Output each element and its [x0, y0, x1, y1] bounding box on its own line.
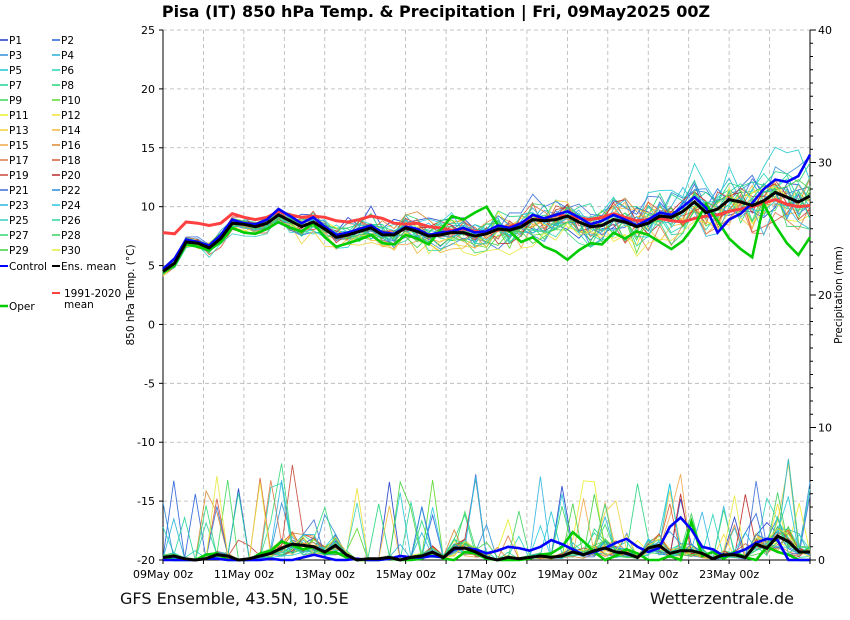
legend-label: P3	[9, 50, 22, 62]
legend-label: P8	[61, 80, 74, 92]
x-tick-label: 13May 00z	[295, 568, 355, 581]
legend-label: P11	[9, 110, 29, 122]
legend-label: P22	[61, 185, 81, 197]
x-tick-label: 17May 00z	[456, 568, 516, 581]
left-tick-label: 25	[141, 24, 155, 37]
legend-label: P27	[9, 230, 29, 242]
left-axis-ticks: 25 20 15 10 5 0 -5 -10 -15 -20	[137, 24, 163, 567]
right-tick-label: 20	[818, 289, 832, 302]
control-temp-line	[162, 154, 812, 271]
right-axis-label: Precipitation (mm)	[833, 246, 845, 344]
legend-label: Ens. mean	[61, 261, 116, 273]
legend-label: Oper	[9, 301, 35, 313]
left-tick-label: 10	[141, 201, 155, 214]
special-lines	[162, 154, 812, 562]
member-precip-line	[162, 477, 811, 561]
member-precip-line	[162, 479, 811, 561]
x-tick-label: 15May 00z	[376, 568, 436, 581]
member-precip-line	[162, 477, 811, 561]
x-tick-label: 11May 00z	[214, 568, 274, 581]
left-tick-label: -15	[137, 495, 155, 508]
x-tick-label: 09May 00z	[133, 568, 193, 581]
legend-label: P17	[9, 155, 29, 167]
footer-location: GFS Ensemble, 43.5N, 10.5E	[120, 589, 349, 608]
legend-label: P5	[9, 65, 22, 77]
legend-label: P19	[9, 170, 29, 182]
ensemble-mean-temp-line	[162, 190, 811, 273]
legend-label: P24	[61, 200, 81, 212]
legend-label: P26	[61, 215, 81, 227]
legend-label: P1	[9, 35, 22, 47]
legend-label: P28	[61, 230, 81, 242]
legend-label: P14	[61, 125, 81, 137]
legend-label: P25	[9, 215, 29, 227]
legend-label: P30	[61, 245, 81, 257]
x-tick-label: 19May 00z	[537, 568, 597, 581]
left-axis-label: 850 hPa Temp. (°C)	[125, 244, 137, 345]
legend-label: P6	[61, 65, 74, 77]
chart-title: Pisa (IT) 850 hPa Temp. & Precipitation …	[162, 2, 710, 22]
right-tick-label: 40	[818, 24, 832, 37]
left-tick-label: -10	[137, 436, 155, 449]
control-precip-line	[163, 515, 810, 562]
legend-label: P21	[9, 185, 29, 197]
legend-label: P23	[9, 200, 29, 212]
legend-label: 1991-2020	[64, 288, 121, 300]
legend-label: P2	[61, 35, 74, 47]
legend-label: P9	[9, 95, 22, 107]
right-tick-label: 30	[818, 157, 832, 170]
legend-label: P29	[9, 245, 29, 257]
legend-label: P18	[61, 155, 81, 167]
legend-label: P7	[9, 80, 22, 92]
legend-label: mean	[64, 299, 94, 311]
legend-label: P16	[61, 140, 81, 152]
footer-source: Wetterzentrale.de	[650, 589, 794, 608]
right-tick-label: 10	[818, 422, 832, 435]
right-tick-label: 0	[818, 554, 825, 567]
legend-label: P10	[61, 95, 81, 107]
oper-temp-line	[162, 200, 812, 274]
legend-label: P12	[61, 110, 81, 122]
x-tick-label: 21May 00z	[618, 568, 678, 581]
legend-label: P4	[61, 50, 74, 62]
left-tick-label: -5	[144, 377, 155, 390]
left-tick-label: 15	[141, 142, 155, 155]
legend-label: P15	[9, 140, 29, 152]
legend-label: P20	[61, 170, 81, 182]
right-axis-ticks: 40 30 20 10 0	[810, 24, 832, 567]
x-axis-ticks: 09May 00z 11May 00z 13May 00z 15May 00z 17Ma…	[133, 560, 811, 581]
ensemble-mean-precip-line	[162, 534, 810, 562]
left-tick-label: 5	[148, 260, 155, 273]
legend: P1 P2 P3 P4 P5 P6 P7 P8 P9 P10 P11 P12 P13 P14 P15 P16 P…	[0, 35, 121, 313]
left-tick-label: 20	[141, 83, 155, 96]
legend-label: P13	[9, 125, 29, 137]
legend-label: Control	[9, 261, 47, 273]
member-precip-line	[162, 478, 811, 561]
x-tick-label: 23May 00z	[699, 568, 759, 581]
x-axis-label: Date (UTC)	[457, 584, 514, 596]
left-tick-label: 0	[148, 318, 155, 331]
left-tick-label: -20	[137, 554, 155, 567]
